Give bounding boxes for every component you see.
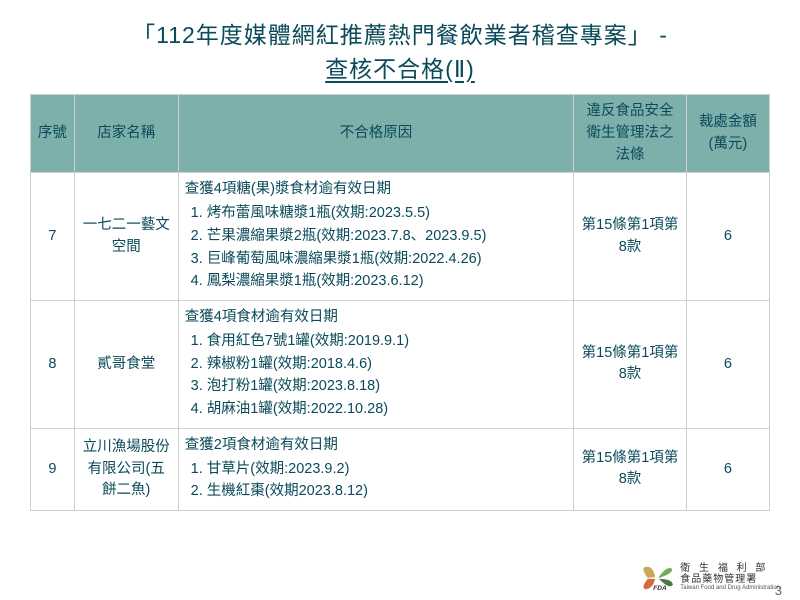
cell-seq: 9 bbox=[31, 428, 75, 510]
cell-fine: 6 bbox=[686, 301, 769, 429]
org-name-2: 食品藥物管理署 bbox=[680, 574, 780, 585]
reason-item: 生機紅棗(效期2023.8.12) bbox=[207, 481, 568, 503]
col-header-law: 違反食品安全衛生管理法之法條 bbox=[574, 95, 686, 173]
logo-text: 衛 生 福 利 部 食品藥物管理署 Taiwan Food and Drug A… bbox=[680, 563, 780, 592]
reason-list: 食用紅色7號1罐(效期:2019.9.1)辣椒粉1罐(效期:2018.4.6)泡… bbox=[185, 331, 568, 421]
col-header-name: 店家名稱 bbox=[74, 95, 178, 173]
reason-item: 食用紅色7號1罐(效期:2019.9.1) bbox=[207, 331, 568, 353]
reason-list: 甘草片(效期:2023.9.2)生機紅棗(效期2023.8.12) bbox=[185, 459, 568, 504]
title-line-1: 「112年度媒體網紅推薦熱門餐飲業者稽查專案」 - bbox=[20, 16, 780, 50]
cell-reason: 查獲2項食材逾有效日期甘草片(效期:2023.9.2)生機紅棗(效期2023.8… bbox=[178, 428, 574, 510]
fda-logo: FDA 衛 生 福 利 部 食品藥物管理署 Taiwan Food and Dr… bbox=[638, 563, 780, 592]
table-row: 9立川漁場股份有限公司(五餅二魚)查獲2項食材逾有效日期甘草片(效期:2023.… bbox=[31, 428, 770, 510]
title-line-2: 查核不合格(Ⅱ) bbox=[20, 50, 780, 84]
reason-heading: 查獲2項食材逾有效日期 bbox=[185, 435, 568, 457]
reason-item: 辣椒粉1罐(效期:2018.4.6) bbox=[207, 354, 568, 376]
col-header-seq: 序號 bbox=[31, 95, 75, 173]
reason-item: 芒果濃縮果漿2瓶(效期:2023.7.8、2023.9.5) bbox=[207, 226, 568, 248]
reason-heading: 查獲4項食材逾有效日期 bbox=[185, 307, 568, 329]
reason-item: 甘草片(效期:2023.9.2) bbox=[207, 459, 568, 481]
reason-item: 烤布蕾風味糖漿1瓶(效期:2023.5.5) bbox=[207, 203, 568, 225]
page-number: 3 bbox=[775, 583, 782, 598]
org-name-en: Taiwan Food and Drug Administration bbox=[680, 585, 780, 592]
reason-heading: 查獲4項糖(果)漿食材逾有效日期 bbox=[185, 179, 568, 201]
table-header-row: 序號 店家名稱 不合格原因 違反食品安全衛生管理法之法條 裁處金額(萬元) bbox=[31, 95, 770, 173]
cell-law: 第15條第1項第8款 bbox=[574, 301, 686, 429]
cell-store-name: 一七二一藝文空間 bbox=[74, 173, 178, 301]
cell-store-name: 貳哥食堂 bbox=[74, 301, 178, 429]
cell-seq: 7 bbox=[31, 173, 75, 301]
butterfly-icon: FDA bbox=[638, 564, 676, 592]
reason-item: 胡麻油1罐(效期:2022.10.28) bbox=[207, 399, 568, 421]
table-row: 7一七二一藝文空間查獲4項糖(果)漿食材逾有效日期烤布蕾風味糖漿1瓶(效期:20… bbox=[31, 173, 770, 301]
reason-item: 巨峰葡萄風味濃縮果漿1瓶(效期:2022.4.26) bbox=[207, 249, 568, 271]
cell-store-name: 立川漁場股份有限公司(五餅二魚) bbox=[74, 428, 178, 510]
cell-law: 第15條第1項第8款 bbox=[574, 428, 686, 510]
cell-seq: 8 bbox=[31, 301, 75, 429]
reason-list: 烤布蕾風味糖漿1瓶(效期:2023.5.5)芒果濃縮果漿2瓶(效期:2023.7… bbox=[185, 203, 568, 293]
cell-reason: 查獲4項糖(果)漿食材逾有效日期烤布蕾風味糖漿1瓶(效期:2023.5.5)芒果… bbox=[178, 173, 574, 301]
col-header-fine: 裁處金額(萬元) bbox=[686, 95, 769, 173]
cell-law: 第15條第1項第8款 bbox=[574, 173, 686, 301]
org-name-1: 衛 生 福 利 部 bbox=[680, 563, 780, 574]
fda-text: FDA bbox=[654, 585, 668, 592]
inspection-table: 序號 店家名稱 不合格原因 違反食品安全衛生管理法之法條 裁處金額(萬元) 7一… bbox=[30, 94, 770, 511]
footer: FDA 衛 生 福 利 部 食品藥物管理署 Taiwan Food and Dr… bbox=[638, 563, 780, 592]
cell-fine: 6 bbox=[686, 173, 769, 301]
table-row: 8貳哥食堂查獲4項食材逾有效日期食用紅色7號1罐(效期:2019.9.1)辣椒粉… bbox=[31, 301, 770, 429]
reason-item: 鳳梨濃縮果漿1瓶(效期:2023.6.12) bbox=[207, 271, 568, 293]
cell-reason: 查獲4項食材逾有效日期食用紅色7號1罐(效期:2019.9.1)辣椒粉1罐(效期… bbox=[178, 301, 574, 429]
title-block: 「112年度媒體網紅推薦熱門餐飲業者稽查專案」 - 查核不合格(Ⅱ) bbox=[0, 0, 800, 94]
col-header-reason: 不合格原因 bbox=[178, 95, 574, 173]
cell-fine: 6 bbox=[686, 428, 769, 510]
reason-item: 泡打粉1罐(效期:2023.8.18) bbox=[207, 376, 568, 398]
